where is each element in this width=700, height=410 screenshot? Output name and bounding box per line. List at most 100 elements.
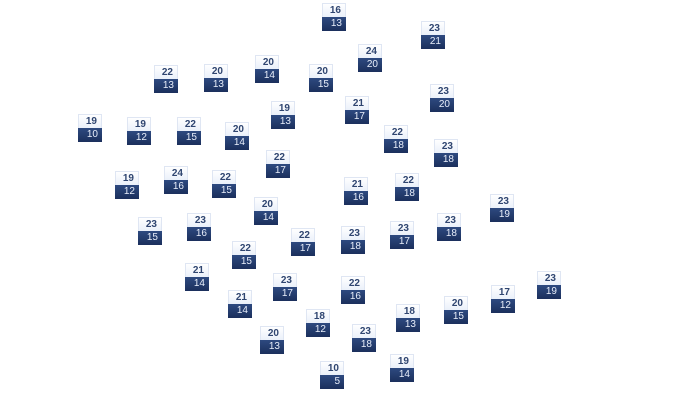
station-label[interactable]: 22 13	[154, 65, 178, 93]
station-label[interactable]: 22 16	[341, 276, 365, 304]
high-temperature: 21	[344, 177, 368, 191]
station-label[interactable]: 20 13	[204, 64, 228, 92]
station-label[interactable]: 20 15	[444, 296, 468, 324]
high-temperature: 20	[260, 326, 284, 340]
low-temperature: 17	[390, 235, 414, 249]
station-label[interactable]: 20 14	[254, 197, 278, 225]
low-temperature: 15	[138, 231, 162, 245]
high-temperature: 22	[384, 125, 408, 139]
low-temperature: 17	[291, 242, 315, 256]
high-temperature: 18	[306, 309, 330, 323]
high-temperature: 23	[437, 213, 461, 227]
low-temperature: 17	[273, 287, 297, 301]
high-temperature: 20	[309, 64, 333, 78]
low-temperature: 16	[164, 180, 188, 194]
high-temperature: 20	[444, 296, 468, 310]
station-label[interactable]: 23 17	[273, 273, 297, 301]
low-temperature: 14	[390, 368, 414, 382]
station-label[interactable]: 22 15	[177, 117, 201, 145]
low-temperature: 18	[395, 187, 419, 201]
station-label[interactable]: 19 12	[127, 117, 151, 145]
station-label[interactable]: 23 18	[341, 226, 365, 254]
station-label[interactable]: 19 12	[115, 171, 139, 199]
station-label[interactable]: 17 12	[491, 285, 515, 313]
high-temperature: 24	[358, 44, 382, 58]
low-temperature: 13	[322, 17, 346, 31]
station-label[interactable]: 23 17	[390, 221, 414, 249]
high-temperature: 23	[341, 226, 365, 240]
high-temperature: 22	[177, 117, 201, 131]
station-label[interactable]: 19 14	[390, 354, 414, 382]
station-label[interactable]: 23 20	[430, 84, 454, 112]
high-temperature: 20	[225, 122, 249, 136]
station-label[interactable]: 20 14	[225, 122, 249, 150]
station-label[interactable]: 24 20	[358, 44, 382, 72]
low-temperature: 17	[345, 110, 369, 124]
station-label[interactable]: 22 17	[266, 150, 290, 178]
station-label[interactable]: 20 13	[260, 326, 284, 354]
low-temperature: 12	[491, 299, 515, 313]
station-label[interactable]: 23 18	[352, 324, 376, 352]
high-temperature: 24	[164, 166, 188, 180]
low-temperature: 14	[255, 69, 279, 83]
high-temperature: 22	[341, 276, 365, 290]
low-temperature: 18	[384, 139, 408, 153]
station-label[interactable]: 21 16	[344, 177, 368, 205]
station-label[interactable]: 19 13	[271, 101, 295, 129]
low-temperature: 15	[177, 131, 201, 145]
station-label[interactable]: 21 14	[185, 263, 209, 291]
high-temperature: 23	[390, 221, 414, 235]
low-temperature: 13	[260, 340, 284, 354]
station-label[interactable]: 23 19	[490, 194, 514, 222]
low-temperature: 14	[228, 304, 252, 318]
station-label[interactable]: 16 13	[322, 3, 346, 31]
low-temperature: 15	[444, 310, 468, 324]
low-temperature: 14	[185, 277, 209, 291]
low-temperature: 12	[306, 323, 330, 337]
high-temperature: 21	[345, 96, 369, 110]
low-temperature: 5	[320, 375, 344, 389]
station-label[interactable]: 22 15	[232, 241, 256, 269]
high-temperature: 10	[320, 361, 344, 375]
high-temperature: 23	[430, 84, 454, 98]
station-label[interactable]: 22 18	[395, 173, 419, 201]
low-temperature: 13	[396, 318, 420, 332]
station-label[interactable]: 22 17	[291, 228, 315, 256]
low-temperature: 16	[341, 290, 365, 304]
station-label[interactable]: 23 21	[421, 21, 445, 49]
low-temperature: 13	[154, 79, 178, 93]
station-label[interactable]: 23 19	[537, 271, 561, 299]
station-label[interactable]: 23 15	[138, 217, 162, 245]
high-temperature: 23	[138, 217, 162, 231]
station-label[interactable]: 20 15	[309, 64, 333, 92]
station-label[interactable]: 22 18	[384, 125, 408, 153]
low-temperature: 16	[344, 191, 368, 205]
station-label[interactable]: 23 18	[437, 213, 461, 241]
high-temperature: 23	[537, 271, 561, 285]
low-temperature: 12	[127, 131, 151, 145]
high-temperature: 22	[395, 173, 419, 187]
low-temperature: 18	[352, 338, 376, 352]
low-temperature: 13	[271, 115, 295, 129]
low-temperature: 19	[490, 208, 514, 222]
high-temperature: 22	[232, 241, 256, 255]
station-label[interactable]: 24 16	[164, 166, 188, 194]
station-label[interactable]: 18 13	[396, 304, 420, 332]
station-label[interactable]: 19 10	[78, 114, 102, 142]
station-label[interactable]: 23 18	[434, 139, 458, 167]
high-temperature: 19	[390, 354, 414, 368]
station-label[interactable]: 22 15	[212, 170, 236, 198]
high-temperature: 23	[490, 194, 514, 208]
station-label[interactable]: 10 5	[320, 361, 344, 389]
low-temperature: 12	[115, 185, 139, 199]
station-label[interactable]: 20 14	[255, 55, 279, 83]
station-label[interactable]: 21 17	[345, 96, 369, 124]
station-label[interactable]: 21 14	[228, 290, 252, 318]
low-temperature: 14	[254, 211, 278, 225]
high-temperature: 22	[291, 228, 315, 242]
high-temperature: 20	[254, 197, 278, 211]
low-temperature: 15	[232, 255, 256, 269]
high-temperature: 22	[266, 150, 290, 164]
station-label[interactable]: 18 12	[306, 309, 330, 337]
station-label[interactable]: 23 16	[187, 213, 211, 241]
